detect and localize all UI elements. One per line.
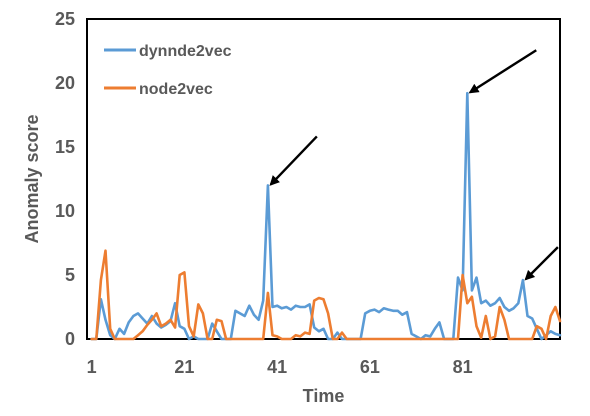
annotation-arrow-2: [468, 49, 537, 94]
y-tick-label: 20: [55, 73, 75, 93]
annotation-arrow-1: [269, 135, 318, 186]
annotation-arrow-3: [524, 246, 559, 281]
x-tick-label: 1: [87, 357, 97, 377]
series-line-node2vec: [90, 249, 562, 341]
x-tick-label: 41: [267, 357, 287, 377]
y-tick-label: 15: [55, 137, 75, 157]
y-tick-label: 0: [65, 329, 75, 349]
legend-label-dynnde2vec: dynnde2vec: [139, 43, 232, 60]
y-tick-label: 5: [65, 265, 75, 285]
y-axis-title: Anomaly score: [22, 114, 42, 243]
plot-area-border: [86, 18, 561, 340]
y-tick-label: 25: [55, 9, 75, 29]
x-tick-label: 21: [174, 357, 194, 377]
y-tick-label: 10: [55, 201, 75, 221]
series-line-dynnde2vec: [90, 91, 562, 341]
x-tick-label: 81: [453, 357, 473, 377]
x-axis-title: Time: [303, 386, 345, 406]
legend-label-node2vec: node2vec: [139, 81, 213, 98]
x-tick-label: 61: [360, 357, 380, 377]
